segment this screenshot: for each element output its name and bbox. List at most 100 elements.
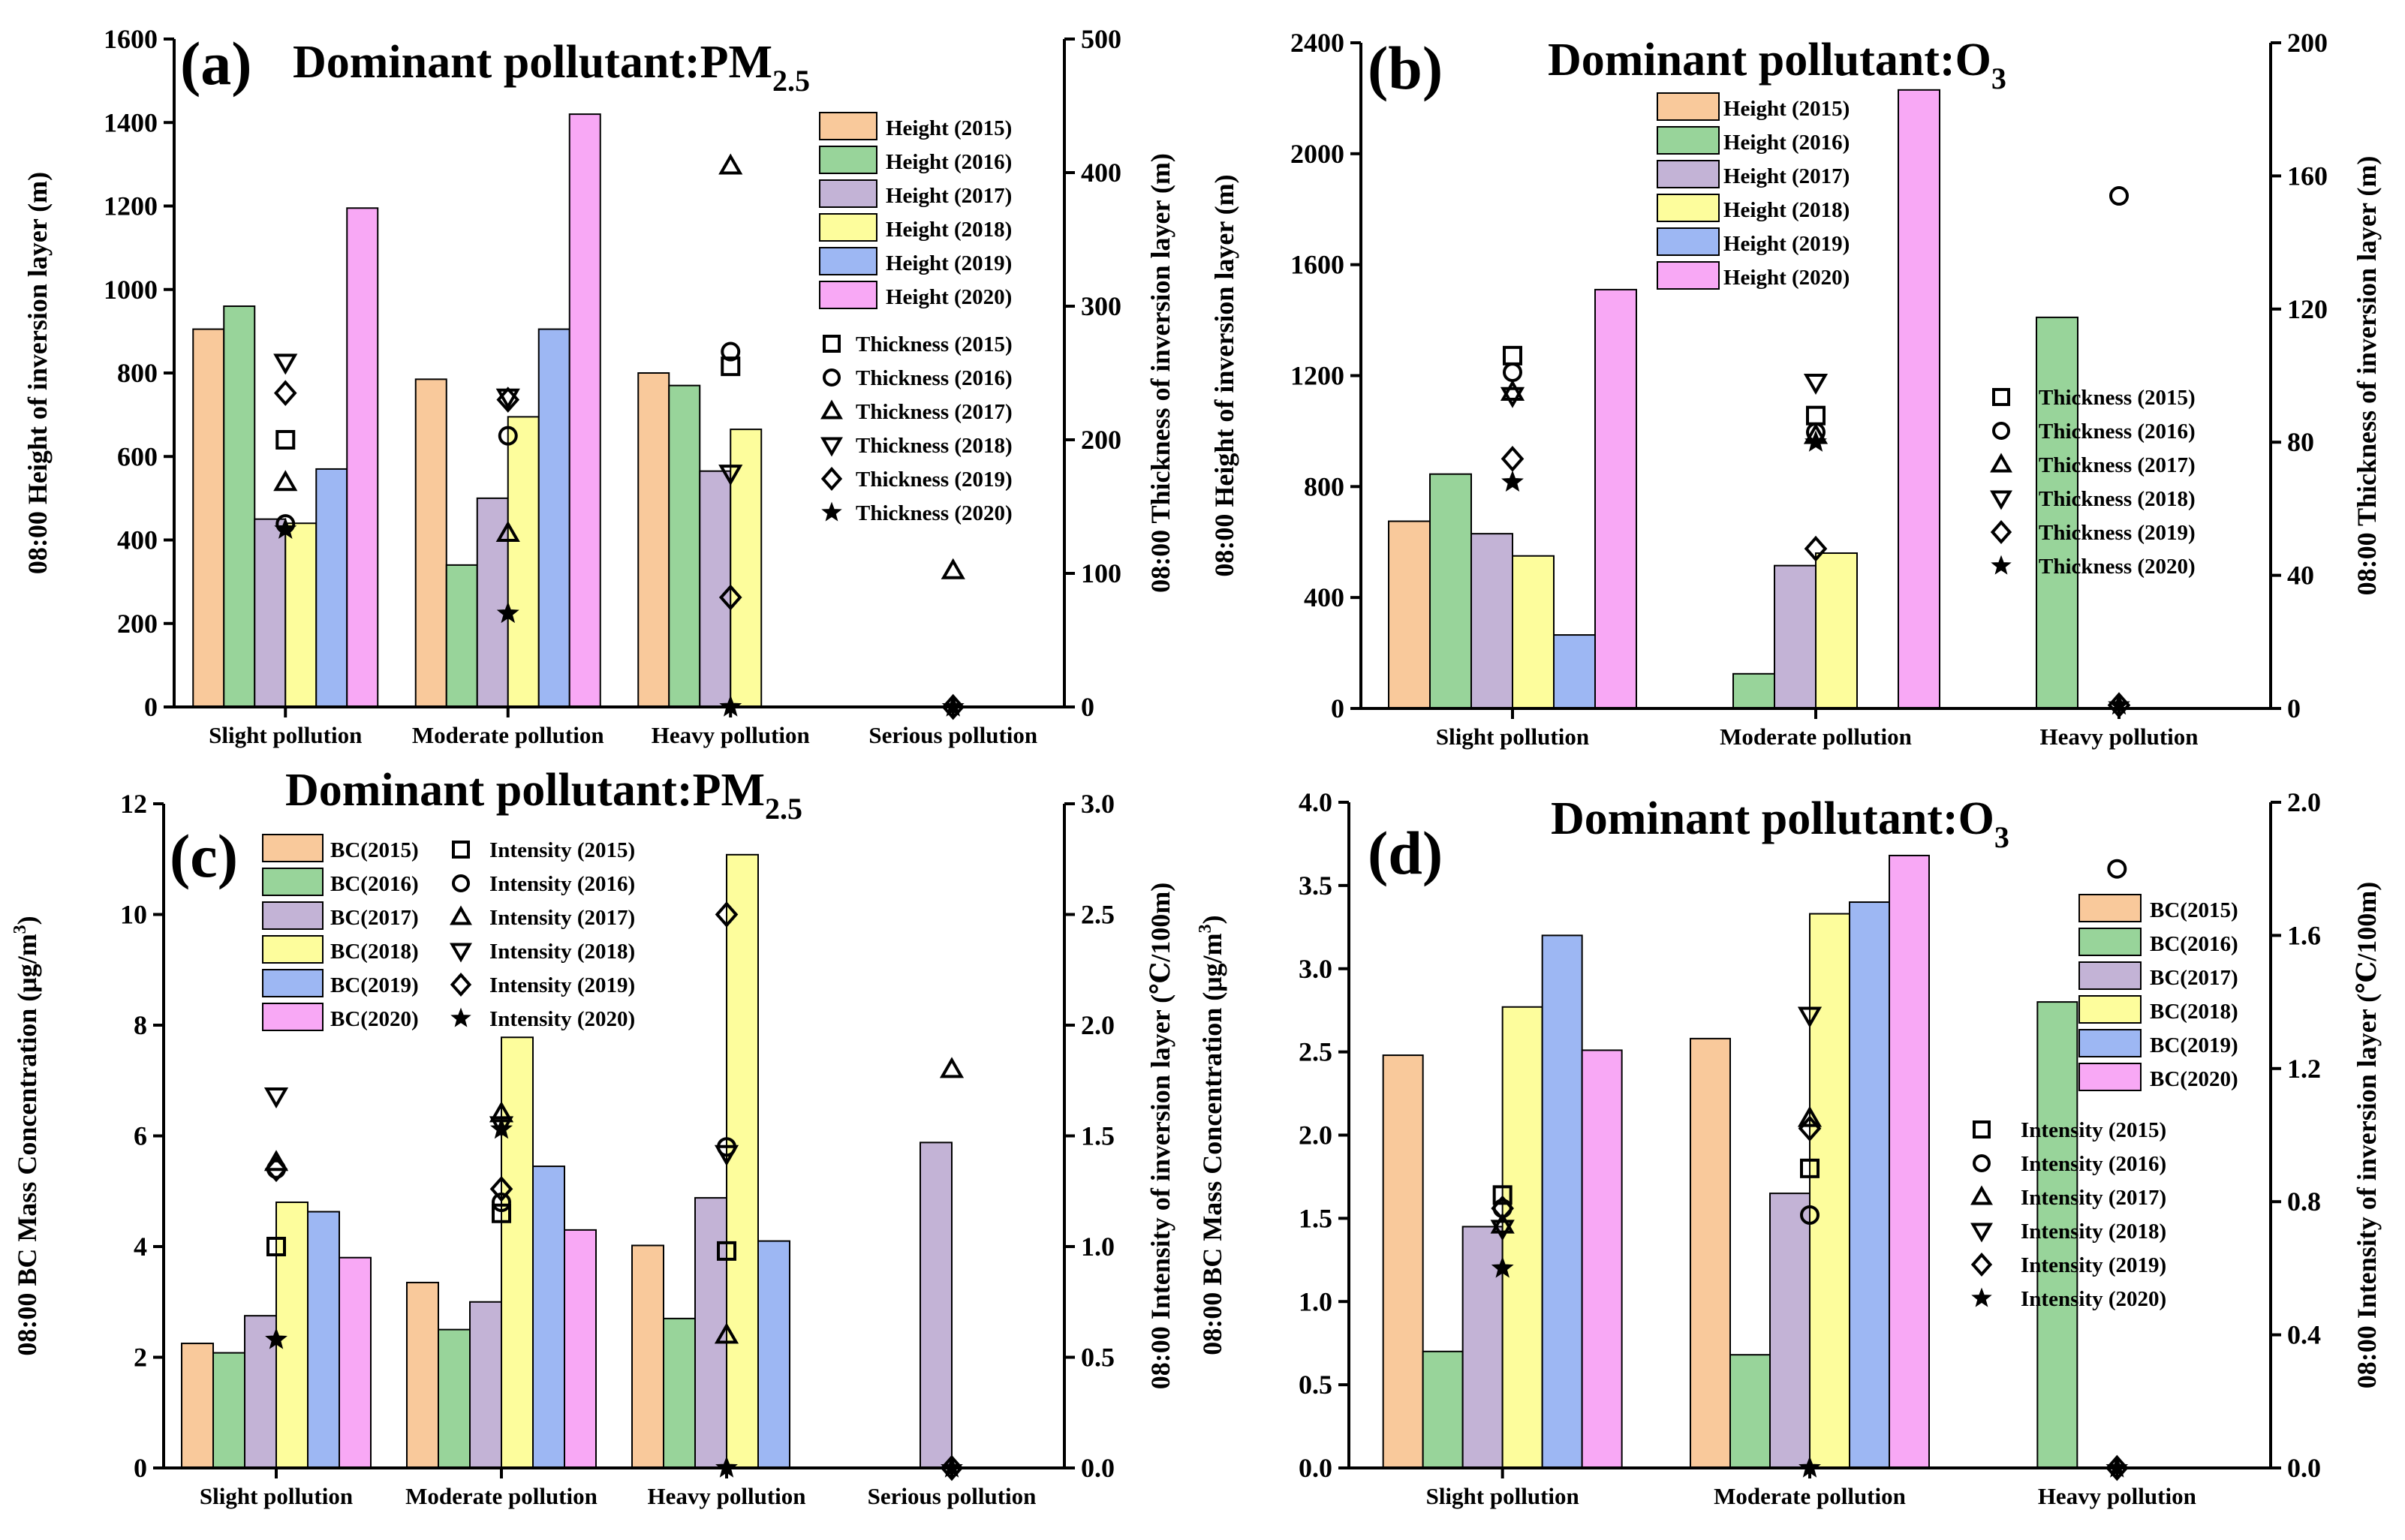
legend-label: Thickness (2019) [856,468,1013,492]
legend-label: Height (2019) [886,251,1012,275]
legend-marker-square [452,841,470,859]
legend-swatch [262,935,324,964]
legend-swatch [262,868,324,896]
legend-label: Thickness (2015) [2039,386,2196,410]
y-tick-label-left: 400 [117,525,158,555]
marker-star-5-1 [1805,430,1827,452]
y-axis-label-left: 08:00 BC Mass Concentration (μg/m3) [1196,915,1227,1355]
marker-square-0-0 [1503,345,1522,365]
legend-swatch [2078,995,2142,1024]
bar-a-2-2 [699,470,732,708]
y-tick-label-right: 200 [1081,425,1121,455]
bar-d-1-2 [2036,1001,2078,1469]
marker-triangle-down-3-0 [1500,387,1525,408]
legend-label: Intensity (2018) [489,940,635,964]
marker-triangle-down-3-2 [714,1144,739,1166]
y-tick-label-left: 6 [134,1121,147,1151]
legend-marker-square [823,335,841,353]
bar-a-3-0 [284,522,318,708]
marker-star-5-1 [1798,1456,1821,1478]
legend-swatch [262,969,324,997]
y-tick-label-right: 0.0 [1081,1453,1115,1483]
y-axis-label-right: 08:00 Thickness of inversion layer (m) [2352,156,2382,596]
panel-label: (a) [180,29,252,98]
y-tick-label-right: 3.0 [1081,789,1115,819]
marker-triangle-up-2-0 [1500,380,1525,402]
legend-label: Height (2020) [1723,266,1850,290]
bar-a-3-2 [730,429,763,708]
x-tick-label: Moderate pollution [1714,1483,1906,1509]
legend-marker-circle [1973,1154,1991,1172]
legend-marker-diamond [450,972,472,997]
marker-star-5-2 [715,1456,738,1478]
legend-swatch [819,213,877,242]
legend-swatch [2078,1029,2142,1057]
marker-diamond-4-0 [1491,1195,1514,1222]
marker-star-5-3 [941,1456,963,1478]
chart-title: Dominant pollutant:PM2.5 [293,37,810,98]
y-tick-label-right: 1.0 [1081,1232,1115,1262]
marker-square-0-0 [1492,1185,1513,1205]
y-axis-label-right: 08:00 Intensity of inversion layer (℃/10… [2352,882,2382,1388]
bar-b-1-2 [2036,316,2078,709]
legend-label: Height (2015) [886,116,1012,140]
legend-label: Thickness (2016) [856,366,1013,390]
marker-diamond-4-1 [1798,1115,1822,1141]
y-tick-label-right: 100 [1081,558,1121,588]
marker-star-5-0 [265,1328,287,1349]
bar-b-2-1 [1774,564,1817,710]
legend-marker-triangle-up [820,399,843,420]
y-tick-label-left: 800 [117,358,158,388]
bar-c-0-0 [181,1343,214,1469]
bar-c-4-1 [532,1166,565,1469]
legend-label: BC(2016) [330,872,419,896]
legend-label: Intensity (2020) [489,1007,635,1031]
y-tick-label-right: 2.5 [1081,900,1115,930]
x-tick-label: Heavy pollution [2039,723,2198,750]
legend-swatch [262,1003,324,1031]
chart-panel-2: 0 400 800 1200 1600 2000 2400 0 40 80 120 160 200 Sli… [1209,28,2382,750]
legend-label: Thickness (2017) [2039,453,2196,477]
marker-diamond-4-1 [496,387,520,413]
legend-marker-diamond [1970,1252,1993,1277]
bar-c-4-2 [757,1240,790,1469]
bar-c-3-1 [501,1036,534,1469]
legend-swatch [819,179,877,208]
legend-marker-triangle-down [820,437,843,457]
marker-square-0-0 [275,430,296,450]
marker-diamond-4-0 [1500,446,1525,472]
legend-label: Height (2018) [1723,198,1850,222]
legend-swatch [2078,928,2142,956]
y-tick-label-left: 1.0 [1299,1286,1332,1316]
y-tick-label-left: 2000 [1290,139,1344,169]
legend-swatch [262,901,324,930]
y-tick-label-right: 0 [2287,693,2301,723]
y-tick-label-left: 1200 [1290,361,1344,391]
bar-c-0-2 [631,1244,664,1469]
y-tick-label-right: 160 [2287,161,2328,191]
y-tick-label-left: 1600 [104,24,158,54]
bar-a-2-0 [254,518,287,708]
legend-swatch [2078,961,2142,990]
marker-triangle-up-2-1 [1797,1105,1823,1127]
y-tick-label-right: 500 [1081,24,1121,54]
x-tick-label: Moderate pollution [1720,723,1912,750]
y-tick-label-right: 0.5 [1081,1343,1115,1373]
y-tick-label-left: 1400 [104,107,158,137]
y-tick-label-right: 200 [2287,28,2328,58]
marker-triangle-up-2-0 [263,1150,289,1172]
x-tick-label: Slight pollution [209,722,362,748]
bar-c-1-0 [212,1352,245,1469]
marker-diamond-4-2 [715,901,739,928]
y-tick-label-left: 0 [144,692,158,722]
legend-marker-square [1992,388,2010,406]
chart-panel-4: 0.0 0.5 1.0 1.5 2.0 2.5 3.0 3.5 4.0 0.0 0.4 0.8 1.2 1… [1196,787,2382,1509]
y-axis-label-left: 08:00 Height of inversion layer (m) [1209,174,1239,576]
y-tick-label-right: 1.6 [2287,920,2321,950]
legend-swatch [1657,194,1720,222]
legend-label: Height (2015) [1723,97,1850,121]
y-tick-label-right: 2.0 [2287,787,2321,817]
legend-label: BC(2015) [330,838,419,862]
legend-label: Intensity (2018) [2021,1220,2166,1244]
legend-swatch [1657,160,1720,188]
